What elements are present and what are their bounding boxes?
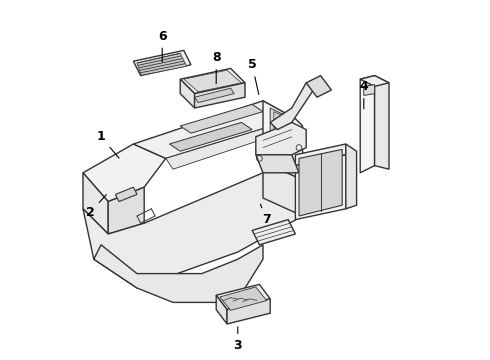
Polygon shape [137,53,187,75]
Polygon shape [306,76,331,97]
Polygon shape [170,122,252,151]
Polygon shape [94,245,263,302]
Polygon shape [256,155,299,173]
Polygon shape [180,104,263,133]
Text: 4: 4 [360,80,368,109]
Polygon shape [263,101,303,180]
Polygon shape [270,83,314,130]
Polygon shape [195,83,245,108]
Polygon shape [252,220,295,245]
Polygon shape [299,149,342,216]
Polygon shape [166,119,303,169]
Text: 3: 3 [234,327,242,352]
Polygon shape [184,70,242,92]
Polygon shape [360,76,374,173]
Polygon shape [295,155,346,220]
Polygon shape [263,162,303,216]
Polygon shape [83,173,303,288]
Polygon shape [274,112,288,151]
Polygon shape [180,79,195,108]
Polygon shape [83,173,108,234]
Text: 5: 5 [248,58,259,94]
Polygon shape [256,122,306,155]
Text: 7: 7 [260,204,271,226]
Text: 6: 6 [158,30,167,62]
Polygon shape [220,287,267,310]
Polygon shape [216,284,270,310]
Polygon shape [227,299,270,324]
Polygon shape [195,88,234,103]
Polygon shape [216,295,227,324]
Polygon shape [364,85,374,95]
Polygon shape [295,144,346,166]
Text: 2: 2 [86,195,106,219]
Polygon shape [133,50,191,76]
Text: 8: 8 [212,51,220,84]
Polygon shape [346,144,357,209]
Polygon shape [360,76,389,86]
Polygon shape [180,68,245,94]
Polygon shape [374,76,389,169]
Text: 1: 1 [97,130,119,158]
Polygon shape [83,144,166,202]
Polygon shape [270,108,292,158]
Polygon shape [116,187,137,202]
Polygon shape [133,101,295,158]
Polygon shape [108,187,144,234]
